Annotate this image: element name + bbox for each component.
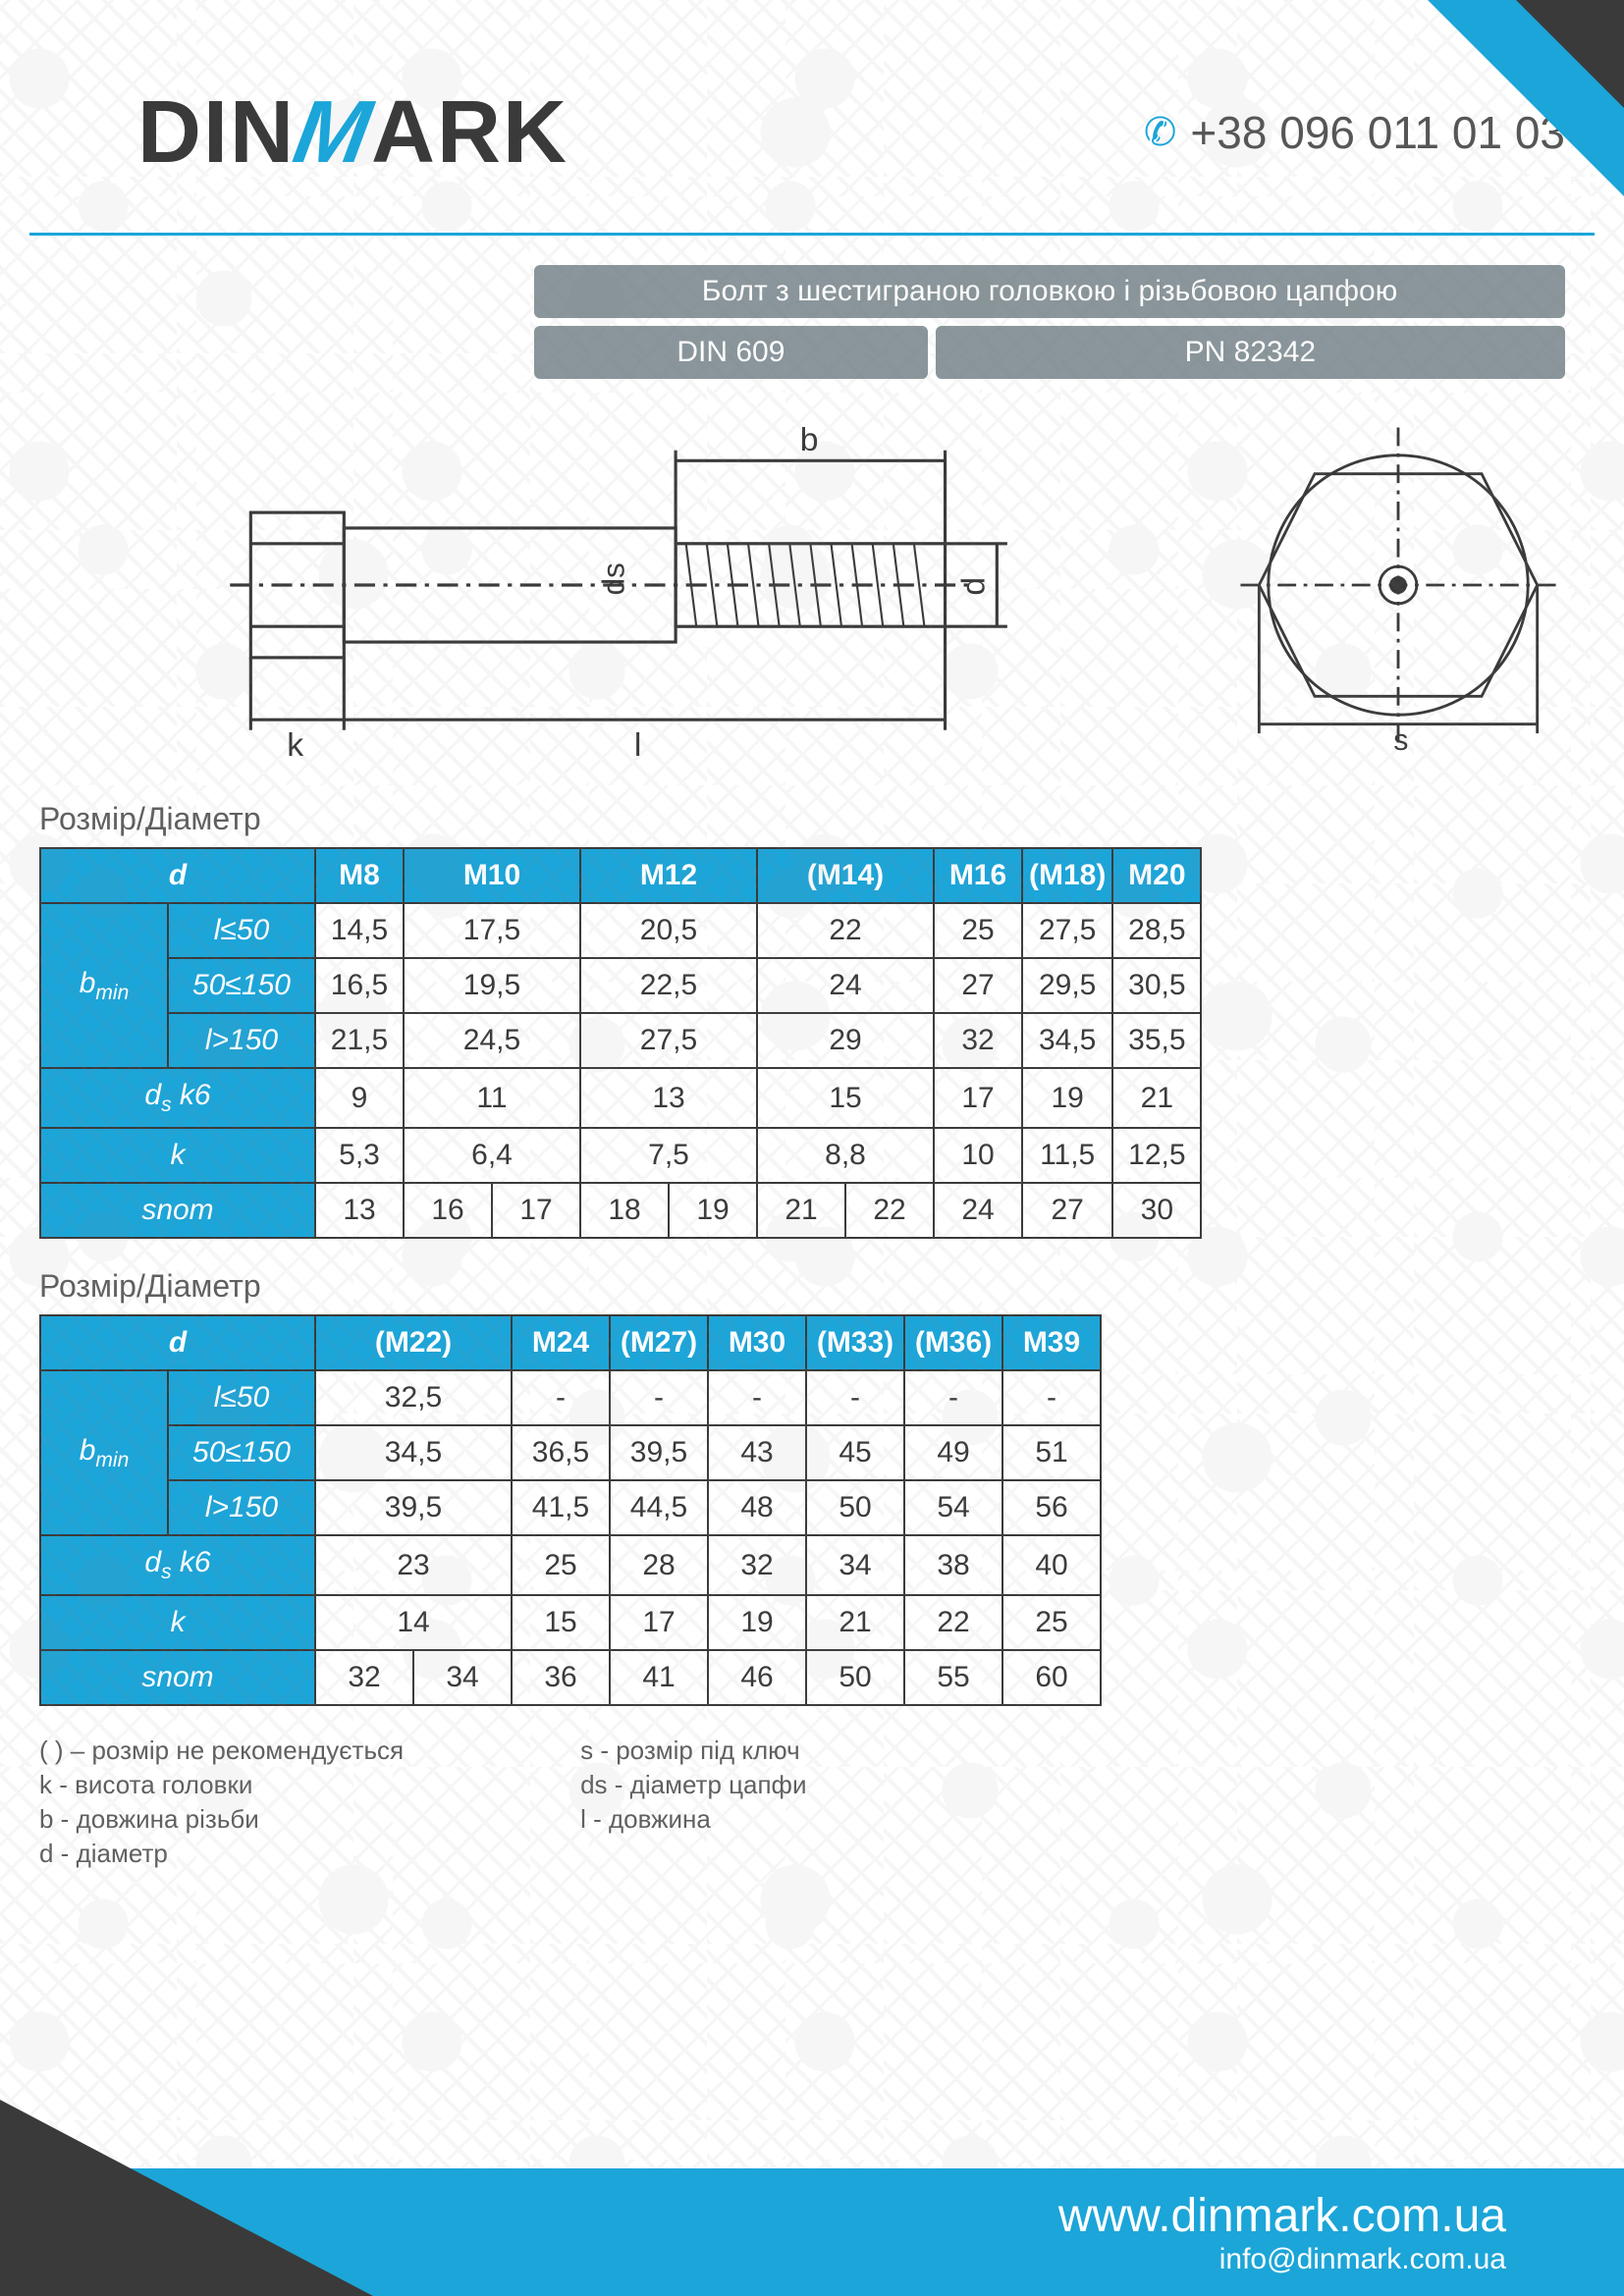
bolt-side-diagram: b d ds k l bbox=[137, 399, 1172, 772]
section-label-1: Розмір/Діаметр bbox=[39, 801, 1624, 837]
legend: ( ) – розмір не рекомендується k - висот… bbox=[39, 1735, 1585, 1869]
section-label-2: Розмір/Діаметр bbox=[39, 1268, 1624, 1305]
dimensions-table-1: dM8M10M12(M14)M16(M18)M20bminl≤5014,517,… bbox=[39, 847, 1202, 1239]
dimensions-table-2: d(M22)M24(M27)M30(M33)(M36)M39bminl≤5032… bbox=[39, 1314, 1102, 1706]
header-divider bbox=[29, 233, 1595, 236]
svg-text:ds: ds bbox=[595, 562, 630, 595]
footer-email: info@dinmark.com.ua bbox=[1219, 2243, 1506, 2276]
product-title: Болт з шестиграною головкою і різьбовою … bbox=[534, 265, 1565, 318]
header: DINMARK ✆ +38 096 011 01 03 bbox=[0, 0, 1624, 236]
legend-l4: d - діаметр bbox=[39, 1839, 404, 1869]
legend-l2: k - висота головки bbox=[39, 1770, 404, 1800]
footer-url: www.dinmark.com.ua bbox=[1058, 2189, 1506, 2243]
logo: DINMARK bbox=[137, 82, 568, 184]
legend-col-right: s - розмір під ключ ds - діаметр цапфи l… bbox=[580, 1735, 806, 1869]
logo-pre: DIN bbox=[137, 83, 296, 182]
logo-post: ARK bbox=[371, 83, 568, 182]
title-section: Болт з шестиграною головкою і різьбовою … bbox=[0, 265, 1565, 379]
standard-pn: PN 82342 bbox=[936, 326, 1565, 379]
legend-l1: ( ) – розмір не рекомендується bbox=[39, 1735, 404, 1766]
legend-l3: b - довжина різьби bbox=[39, 1804, 404, 1835]
svg-text:d: d bbox=[955, 577, 993, 596]
svg-text:k: k bbox=[287, 726, 303, 764]
bolt-head-diagram: s bbox=[1231, 418, 1565, 752]
phone-icon: ✆ bbox=[1144, 110, 1177, 155]
header-corner-dark bbox=[1516, 0, 1624, 108]
legend-col-left: ( ) – розмір не рекомендується k - висот… bbox=[39, 1735, 404, 1869]
footer: www.dinmark.com.ua info@dinmark.com.ua bbox=[0, 2100, 1624, 2296]
legend-r1: s - розмір під ключ bbox=[580, 1735, 806, 1766]
svg-text:b: b bbox=[800, 421, 819, 458]
legend-r2: ds - діаметр цапфи bbox=[580, 1770, 806, 1800]
diagram-area: b d ds k l s bbox=[137, 399, 1565, 772]
svg-text:l: l bbox=[634, 726, 642, 764]
logo-m: M bbox=[287, 82, 380, 184]
footer-triangle-dark bbox=[0, 2100, 373, 2296]
svg-text:s: s bbox=[1393, 724, 1408, 752]
standard-din: DIN 609 bbox=[534, 326, 928, 379]
standards-row: DIN 609 PN 82342 bbox=[534, 326, 1565, 379]
legend-r3: l - довжина bbox=[580, 1804, 806, 1835]
